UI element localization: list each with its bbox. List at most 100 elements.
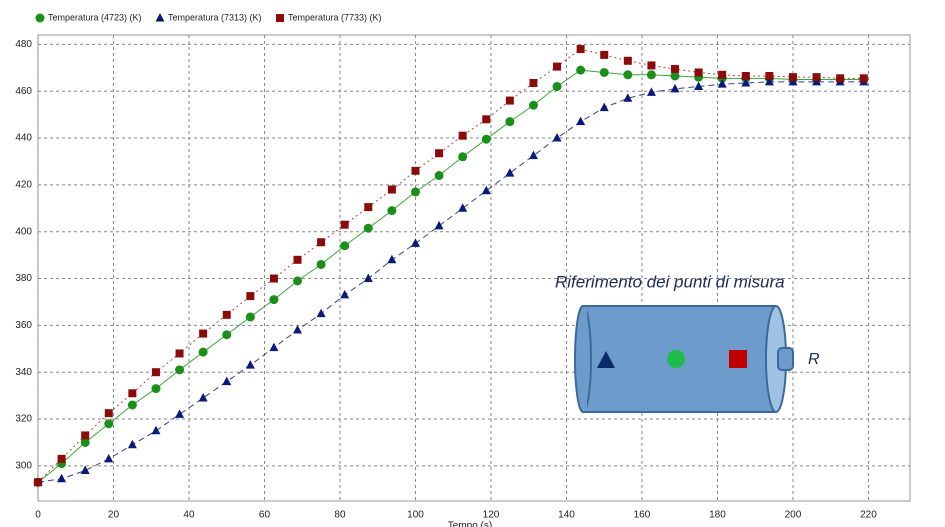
marker (151, 384, 161, 394)
marker (151, 368, 160, 377)
marker (80, 437, 90, 447)
y-tick-label: 340 (15, 367, 32, 378)
marker (481, 185, 491, 195)
marker (340, 241, 350, 251)
marker (276, 14, 284, 22)
x-tick-label: 200 (785, 510, 802, 521)
marker (529, 79, 538, 88)
inset-circle (667, 350, 685, 368)
inset-title: Riferimento dei punti di misura (555, 272, 785, 291)
legend-label: Temperatura (4723) (K) (48, 12, 142, 22)
marker (245, 360, 255, 369)
marker (458, 131, 467, 140)
inset-r-label: R (808, 351, 820, 368)
marker (434, 220, 444, 230)
marker (387, 206, 397, 216)
marker (80, 465, 90, 475)
marker (222, 310, 231, 319)
marker (599, 67, 609, 77)
marker (671, 64, 680, 73)
marker (694, 68, 703, 77)
marker (528, 100, 538, 110)
marker (623, 56, 632, 65)
y-tick-label: 440 (15, 133, 32, 144)
inset: Riferimento dei punti di misura R (555, 272, 820, 413)
marker (836, 74, 845, 83)
marker (316, 259, 326, 269)
marker (199, 329, 208, 338)
marker (293, 276, 303, 286)
inset-square (729, 350, 747, 368)
x-tick-label: 100 (407, 510, 424, 521)
y-tick-label: 420 (15, 180, 32, 191)
marker (363, 273, 373, 283)
marker (765, 71, 774, 80)
marker (293, 325, 303, 334)
marker (175, 409, 185, 418)
marker (155, 13, 165, 22)
marker (245, 312, 255, 322)
marker (35, 13, 45, 23)
marker (434, 171, 444, 181)
x-tick-label: 40 (183, 510, 195, 521)
x-tick-label: 220 (860, 510, 877, 521)
marker (387, 254, 397, 264)
plot-area: 300 320 340 360 380 400 420 440 460 480 0 20 40 60 80 1… (15, 12, 911, 527)
marker (670, 83, 680, 93)
marker (553, 62, 562, 71)
plot-frame (37, 34, 911, 502)
marker (694, 81, 704, 91)
marker (34, 478, 42, 487)
marker (741, 71, 750, 80)
marker (340, 220, 349, 229)
marker (198, 347, 208, 357)
marker (411, 166, 420, 175)
marker (741, 78, 751, 87)
x-axis-label: Tempo (s) (448, 521, 492, 527)
marker (552, 133, 562, 142)
x-tick-label: 80 (334, 510, 346, 521)
marker (151, 425, 161, 435)
cylinder-knob (777, 347, 794, 371)
marker (104, 419, 114, 429)
marker (576, 45, 585, 54)
marker (127, 439, 137, 449)
marker (600, 50, 609, 59)
y-tick-label: 400 (15, 226, 32, 237)
y-tick-label: 380 (15, 273, 32, 284)
marker (387, 185, 396, 194)
marker (104, 409, 113, 418)
marker (599, 102, 609, 112)
marker (647, 61, 656, 70)
marker (317, 238, 326, 247)
marker (198, 392, 208, 402)
marker (222, 330, 232, 340)
marker (552, 82, 562, 92)
marker (293, 255, 302, 264)
x-tick-label: 0 (35, 510, 41, 521)
x-tick-label: 180 (709, 510, 726, 521)
marker (788, 73, 797, 82)
marker (269, 342, 279, 352)
y-tick-label: 300 (15, 461, 32, 472)
marker (316, 308, 326, 318)
marker (222, 376, 232, 386)
x-tick-label: 120 (483, 510, 500, 521)
x-tick-label: 60 (259, 510, 271, 521)
marker (127, 400, 137, 410)
marker (364, 203, 373, 212)
marker (175, 365, 185, 375)
marker (505, 117, 515, 127)
marker (764, 76, 774, 86)
marker (482, 115, 491, 124)
marker (246, 292, 255, 301)
marker (623, 70, 633, 80)
marker (410, 187, 420, 197)
marker (718, 70, 727, 79)
marker (576, 65, 586, 75)
marker (481, 134, 491, 144)
legend-label: Temperatura (7733) (K) (288, 12, 382, 22)
marker (269, 274, 278, 283)
